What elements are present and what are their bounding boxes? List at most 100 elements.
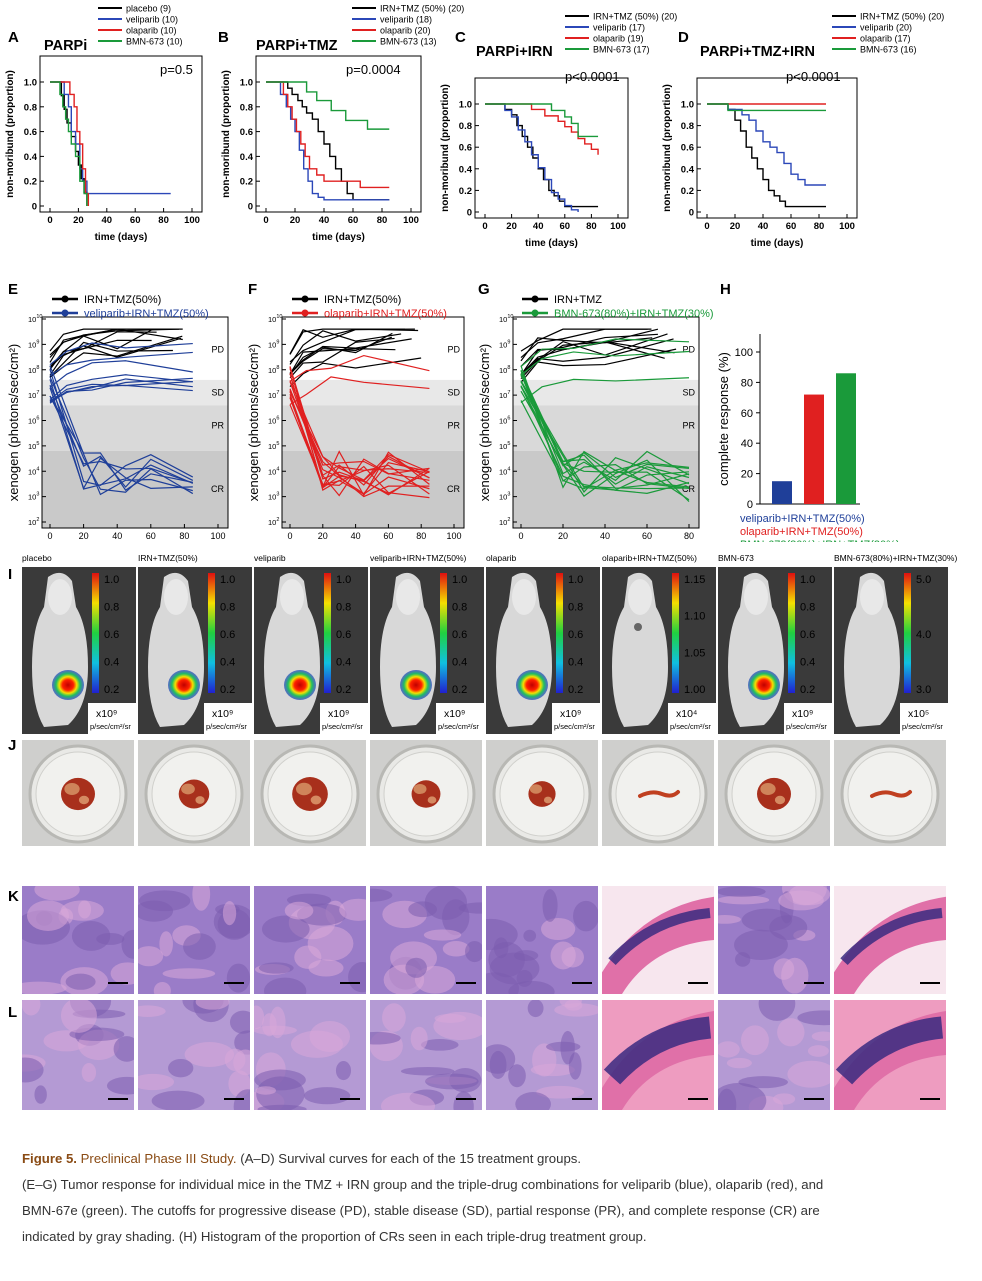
zone-label: PR (211, 421, 224, 431)
panel-letter-j: J (8, 737, 17, 754)
panel-letter-a: A (8, 29, 19, 46)
x-tick-label: 60 (130, 215, 141, 226)
plot-frame (474, 77, 629, 219)
y-axis-label: non-moribund (proportion) (221, 70, 232, 198)
y-tick-label: 0 (248, 202, 253, 213)
svg-text:p/sec/cm²/sr: p/sec/cm²/sr (786, 722, 827, 731)
legend-marker (301, 309, 309, 317)
response-line-treated (289, 366, 430, 486)
svg-text:0.4: 0.4 (336, 657, 351, 669)
histology-high-mag (602, 1000, 714, 1110)
legend-entry: IRN+TMZ (50%) (20) (380, 4, 464, 14)
tumor-dish-photo (138, 740, 250, 846)
y-axis-label: xenogen (photons/sec/cm²) (6, 344, 21, 502)
y-tick-label: 0.8 (681, 121, 694, 132)
svg-text:1.00: 1.00 (684, 684, 705, 696)
chart-title: PARPi (44, 38, 87, 54)
svg-text:0.4: 0.4 (104, 657, 119, 669)
y-tick-label: 0.4 (240, 152, 254, 163)
y-tick-label: 109 (499, 339, 510, 349)
svg-text:0.6: 0.6 (568, 629, 583, 641)
svg-text:x10⁹: x10⁹ (560, 708, 581, 720)
survival-curve (707, 103, 826, 208)
response-line-control (520, 348, 677, 383)
legend-marker (61, 309, 69, 317)
y-tick-label: 0.4 (681, 164, 695, 175)
svg-text:1.0: 1.0 (220, 574, 235, 586)
mouse-image-title: BMN-673(80%)+IRN+TMZ(30%) (834, 553, 958, 563)
mouse-image-title: BMN-673 (718, 553, 754, 563)
y-tick-label: 0 (689, 208, 694, 219)
svg-text:0.2: 0.2 (452, 684, 467, 696)
figure-caption: Figure 5. Preclinical Phase III Study. (… (22, 1146, 952, 1250)
histology-high-mag (370, 1000, 482, 1110)
response-line-treated (520, 385, 690, 493)
survival-curve (266, 81, 390, 189)
x-tick-label: 100 (210, 531, 225, 541)
svg-text:0.4: 0.4 (568, 657, 583, 669)
x-tick-label: 60 (786, 221, 797, 232)
survival-curve (707, 103, 826, 112)
bar (836, 373, 856, 504)
plot-frame (41, 316, 229, 529)
svg-text:x10⁹: x10⁹ (96, 708, 117, 720)
y-tick-label: 105 (268, 441, 279, 451)
response-line-treated (49, 374, 193, 400)
y-tick-label: 1010 (268, 314, 282, 324)
plot-frame (39, 55, 203, 213)
svg-text:x10⁵: x10⁵ (908, 708, 929, 720)
response-line-treated (289, 381, 430, 497)
y-tick-label: 108 (28, 365, 39, 375)
zone-sd (282, 379, 464, 406)
y-tick-label: 102 (499, 517, 510, 527)
y-tick-label: 0.2 (24, 177, 37, 188)
bar (772, 481, 792, 504)
category-label: veliparib+IRN+TMZ(50%) (740, 513, 865, 525)
x-axis-label: time (days) (95, 232, 148, 243)
svg-text:0.2: 0.2 (104, 684, 119, 696)
x-tick-label: 0 (263, 215, 268, 226)
response-line-treated (49, 369, 194, 486)
svg-text:0.2: 0.2 (568, 684, 583, 696)
zone-label: SD (447, 388, 460, 398)
mouse-bioluminescence-image: 1.15 1.10 1.05 1.00 x10⁴ p/sec/cm²/sr (602, 567, 716, 734)
category-label: olaparib+IRN+TMZ(50%) (740, 526, 863, 538)
y-tick-label: 60 (741, 408, 753, 420)
y-tick-label: 0 (747, 499, 753, 511)
caption-line-2: (E–G) Tumor response for individual mice… (22, 1177, 824, 1192)
x-tick-label: 40 (112, 531, 122, 541)
response-line-treated (520, 390, 690, 502)
x-tick-label: 60 (146, 531, 156, 541)
y-tick-label: 0.6 (24, 127, 37, 138)
y-tick-label: 103 (499, 492, 510, 502)
x-tick-label: 0 (287, 531, 292, 541)
x-tick-label: 20 (318, 531, 328, 541)
svg-text:0.6: 0.6 (452, 629, 467, 641)
zone-label: PR (447, 421, 460, 431)
y-tick-label: 103 (268, 492, 279, 502)
panel-letter-d: D (678, 29, 689, 46)
histology-low-mag (138, 886, 250, 994)
y-tick-label: 107 (28, 390, 39, 400)
response-line-treated (289, 354, 430, 382)
tumor-dish-photo (834, 740, 946, 846)
mouse-bioluminescence-image: 1.0 0.8 0.6 0.4 0.2 x10⁹ p/sec/cm²/sr (254, 567, 368, 734)
histology-high-mag (486, 1000, 598, 1110)
y-tick-label: 0.4 (459, 164, 473, 175)
mouse-image-title: veliparib (254, 553, 286, 563)
category-label: BMN-673(80%)+IRN+TMZ(30%) (740, 539, 900, 542)
legend-entry: BMN-673 (16) (860, 45, 917, 55)
response-line-control (49, 328, 183, 363)
histology-low-mag (486, 886, 598, 994)
y-tick-label: 1.0 (24, 78, 37, 89)
y-tick-label: 106 (28, 416, 39, 426)
x-tick-label: 80 (377, 215, 388, 226)
tumor-dish-photo (718, 740, 830, 846)
response-line-treated (520, 365, 690, 489)
x-tick-label: 0 (704, 221, 709, 232)
caption-line-1: (A–D) Survival curves for each of the 15… (240, 1151, 582, 1166)
tumor-dish-photo (254, 740, 366, 846)
zone-sd (513, 379, 699, 406)
survival-curve (485, 103, 599, 138)
mouse-bioluminescence-image: 1.0 0.8 0.6 0.4 0.2 x10⁹ p/sec/cm²/sr (718, 567, 832, 734)
